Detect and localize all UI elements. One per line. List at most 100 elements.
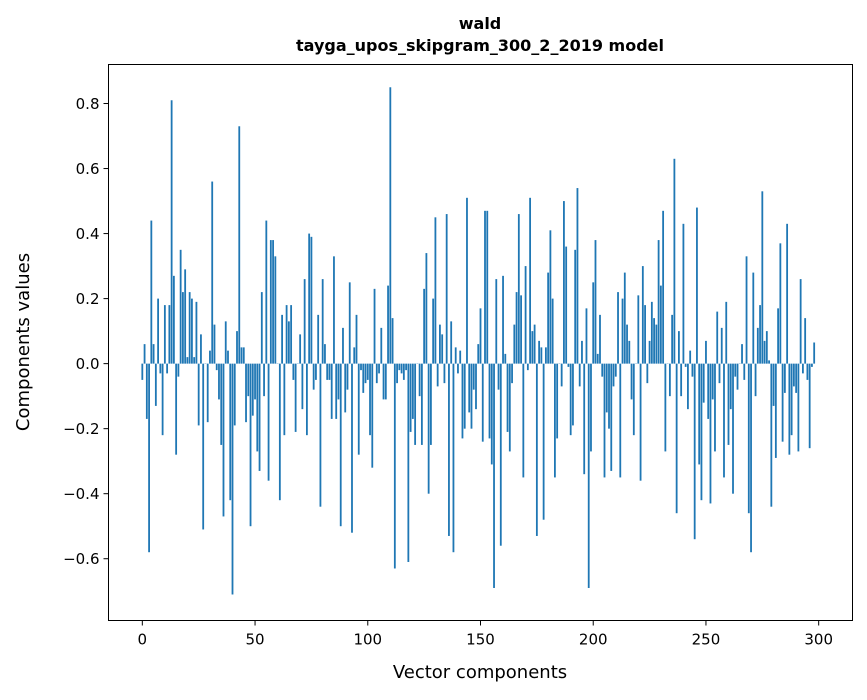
bar [462,364,464,439]
bar [308,234,310,364]
bar [518,214,520,364]
bar [259,364,261,471]
bar [610,364,612,471]
x-tick-label: 50 [245,631,264,649]
bar [180,250,182,364]
bar [613,364,615,387]
bar [631,364,633,400]
bar [367,364,369,380]
bar [797,364,799,452]
bar [471,364,473,429]
bar [527,364,529,371]
bar [493,364,495,588]
bar [466,198,468,364]
bar [301,364,303,410]
bar [159,364,161,374]
bar [435,217,437,363]
bar [261,292,263,364]
bar [171,100,173,363]
bar [423,289,425,364]
bar [317,315,319,364]
bar [315,364,317,380]
bar [522,364,524,478]
bar [380,328,382,364]
bar [234,364,236,426]
bar [358,364,360,455]
bar [520,295,522,363]
bar [766,331,768,364]
bar [419,364,421,397]
bar [272,240,274,364]
bar [398,364,400,371]
bar [703,364,705,403]
bar [561,364,563,387]
bar [701,364,703,501]
bar [604,364,606,478]
bar [387,286,389,364]
bar [164,305,166,364]
bar [513,325,515,364]
bar [344,364,346,413]
bar [710,364,712,504]
bar [694,364,696,540]
bar [200,334,202,363]
bar [770,364,772,507]
bar [214,325,216,364]
bar [811,364,813,367]
bar [410,364,412,432]
bar [347,364,349,390]
bar [511,364,513,384]
bar [223,364,225,517]
bar [320,364,322,507]
bar [437,364,439,387]
bar [491,364,493,465]
bar [362,364,364,393]
bar [369,364,371,436]
bar [356,315,358,364]
x-tick-label: 0 [138,631,148,649]
bar [175,364,177,455]
bar [247,364,249,397]
bar [777,308,779,363]
bar [500,364,502,546]
bar [351,364,353,533]
x-axis-label: Vector components [393,662,567,683]
bar [155,364,157,406]
bar [577,188,579,364]
bar [425,253,427,364]
bar [509,364,511,452]
chart-subtitle: tayga_upos_skipgram_300_2_2019 model [296,36,664,55]
bar [389,87,391,363]
y-axis-label: Components values [13,253,34,431]
bar [177,364,179,377]
bar [464,364,466,429]
bar [326,364,328,380]
bar [795,364,797,393]
bar [459,351,461,364]
bar [157,299,159,364]
bar [534,325,536,364]
bar [295,364,297,432]
bar [191,299,193,364]
bar [196,302,198,364]
bar [543,364,545,520]
bar [628,341,630,364]
bar [444,364,446,384]
bar [236,331,238,364]
bar [689,351,691,364]
bar [468,364,470,413]
bar [263,364,265,397]
bar [279,364,281,501]
bar [182,292,184,364]
bar [475,364,477,410]
bar [162,364,164,436]
bar [374,289,376,364]
bar [376,364,378,384]
bar [646,364,648,384]
x-tick-label: 150 [466,631,495,649]
bar [385,364,387,400]
bar [750,364,752,553]
bar [547,273,549,364]
bar [432,299,434,364]
bar [586,308,588,363]
